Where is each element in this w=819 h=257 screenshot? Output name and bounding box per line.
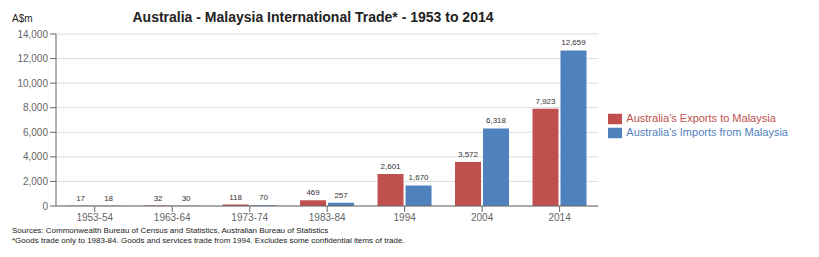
svg-text:1983-84: 1983-84: [309, 212, 346, 223]
html-text:A$m: A$m: [12, 13, 33, 24]
svg-text:3,572: 3,572: [458, 150, 479, 159]
svg-text:2,601: 2,601: [381, 162, 402, 171]
svg-text:2004: 2004: [471, 212, 494, 223]
svg-text:17: 17: [76, 194, 85, 203]
svg-text:1973-74: 1973-74: [231, 212, 268, 223]
svg-text:12,659: 12,659: [561, 38, 586, 47]
svg-text:1994: 1994: [394, 212, 417, 223]
html-text:*Goods trade only to 1983-84.: *Goods trade only to 1983-84. Goods and …: [12, 236, 405, 245]
svg-text:32: 32: [154, 194, 163, 203]
svg-text:1963-64: 1963-64: [154, 212, 191, 223]
svg-text:1953-54: 1953-54: [76, 212, 113, 223]
svg-text:8,000: 8,000: [23, 102, 48, 113]
svg-text:4,000: 4,000: [23, 151, 48, 162]
svg-text:18: 18: [104, 194, 113, 203]
html-text:Sources: Commonwealth Bureau o: Sources: Commonwealth Bureau of Census a…: [12, 226, 329, 235]
svg-text:469: 469: [306, 188, 320, 197]
svg-text:0: 0: [42, 201, 48, 212]
svg-text:70: 70: [259, 193, 268, 202]
html-text:Australia - Malaysia Internati: Australia - Malaysia International Trade…: [132, 9, 494, 25]
svg-text:2014: 2014: [548, 212, 571, 223]
html-text:Australia's Imports from Malay: Australia's Imports from Malaysia: [626, 126, 788, 138]
svg-text:14,000: 14,000: [17, 29, 48, 40]
svg-text:6,318: 6,318: [486, 116, 507, 125]
svg-text:257: 257: [334, 191, 348, 200]
svg-text:30: 30: [182, 194, 191, 203]
svg-text:2,000: 2,000: [23, 176, 48, 187]
svg-text:6,000: 6,000: [23, 127, 48, 138]
svg-text:1,670: 1,670: [409, 173, 430, 182]
svg-text:10,000: 10,000: [17, 78, 48, 89]
svg-text:7,923: 7,923: [535, 97, 556, 106]
svg-text:118: 118: [229, 193, 242, 202]
html-text:Australia's Exports to Malaysi: Australia's Exports to Malaysia: [626, 111, 776, 124]
svg-text:12,000: 12,000: [17, 53, 48, 64]
